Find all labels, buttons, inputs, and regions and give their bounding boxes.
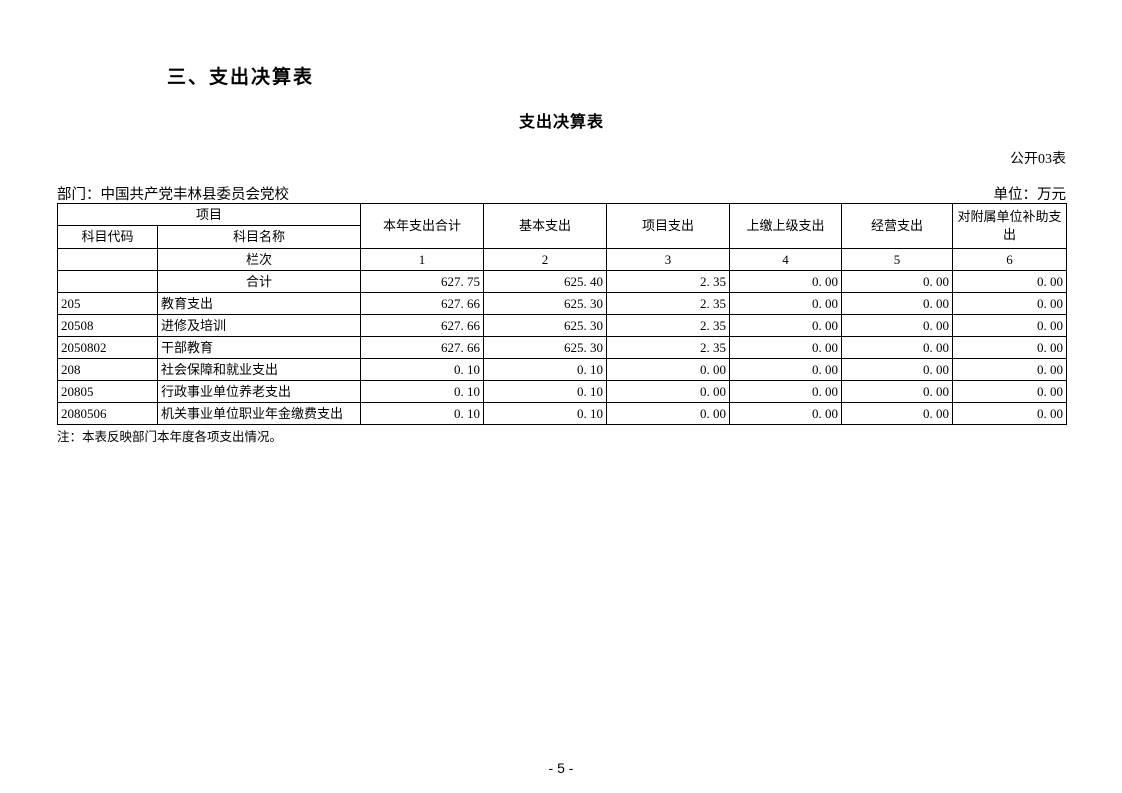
header-row-1: 项目 本年支出合计 基本支出 项目支出 上缴上级支出 经营支出 对附属单位补助支… <box>56 203 1068 249</box>
header-col-subsidy: 对附属单位补助支出 <box>952 203 1068 249</box>
unit-label: 单位：万元 <box>993 187 1067 203</box>
column-number: 1 <box>360 248 485 271</box>
table-row-total: 合计 627. 75 625. 40 2. 35 0. 00 0. 00 0. … <box>57 270 1068 293</box>
column-number: 2 <box>483 248 608 271</box>
value-cell: 0. 00 <box>729 336 843 359</box>
value-cell: 625. 30 <box>483 336 608 359</box>
subject-code: 2080506 <box>57 402 158 425</box>
value-cell: 0. 00 <box>841 402 954 425</box>
value-cell: 2. 35 <box>606 270 731 293</box>
subject-code: 205 <box>57 292 158 315</box>
header-col-basic: 基本支出 <box>483 203 608 249</box>
department-label: 部门：中国共产党丰林县委员会党校 <box>57 187 289 203</box>
subject-code: 2050802 <box>57 336 158 359</box>
value-cell: 625. 40 <box>483 270 608 293</box>
value-cell: 627. 66 <box>360 336 485 359</box>
subject-name: 社会保障和就业支出 <box>156 358 362 381</box>
subject-code: 20508 <box>57 314 158 337</box>
value-cell: 0. 00 <box>841 336 954 359</box>
subject-name: 合计 <box>156 270 362 293</box>
table-row: 208 社会保障和就业支出 0. 10 0. 10 0. 00 0. 00 0.… <box>57 358 1068 381</box>
value-cell: 0. 00 <box>729 358 843 381</box>
column-number: 3 <box>606 248 731 271</box>
header-col-operating: 经营支出 <box>841 203 954 249</box>
value-cell: 625. 30 <box>483 292 608 315</box>
column-number: 4 <box>729 248 843 271</box>
value-cell: 0. 00 <box>841 292 954 315</box>
value-cell: 0. 00 <box>952 380 1068 403</box>
value-cell: 0. 00 <box>729 292 843 315</box>
header-code-label: 科目代码 <box>57 225 158 249</box>
subject-code <box>57 270 158 293</box>
subject-code: 208 <box>57 358 158 381</box>
value-cell: 0. 10 <box>360 380 485 403</box>
value-cell: 0. 00 <box>606 358 731 381</box>
empty-cell <box>57 248 158 271</box>
column-number: 6 <box>952 248 1068 271</box>
header-name-label: 科目名称 <box>156 225 362 249</box>
subject-name: 进修及培训 <box>156 314 362 337</box>
value-cell: 0. 10 <box>483 358 608 381</box>
value-cell: 0. 00 <box>952 314 1068 337</box>
value-cell: 0. 00 <box>729 402 843 425</box>
header-project-group: 项目 <box>56 203 362 226</box>
value-cell: 0. 10 <box>360 358 485 381</box>
value-cell: 0. 00 <box>952 292 1068 315</box>
table-title: 支出决算表 <box>518 114 604 131</box>
table-row: 205 教育支出 627. 66 625. 30 2. 35 0. 00 0. … <box>57 292 1068 315</box>
value-cell: 0. 00 <box>729 314 843 337</box>
table-row: 2080506 机关事业单位职业年金缴费支出 0. 10 0. 10 0. 00… <box>57 402 1068 425</box>
subject-name: 干部教育 <box>156 336 362 359</box>
table-row: 20805 行政事业单位养老支出 0. 10 0. 10 0. 00 0. 00… <box>57 380 1068 403</box>
value-cell: 2. 35 <box>606 292 731 315</box>
header-col-upper: 上缴上级支出 <box>729 203 843 249</box>
column-number-row: 栏次 1 2 3 4 5 6 <box>57 248 1068 271</box>
header-col-total: 本年支出合计 <box>360 203 485 249</box>
value-cell: 0. 00 <box>841 314 954 337</box>
value-cell: 627. 66 <box>360 292 485 315</box>
subject-name: 机关事业单位职业年金缴费支出 <box>156 402 362 425</box>
value-cell: 0. 10 <box>483 402 608 425</box>
value-cell: 0. 00 <box>952 336 1068 359</box>
value-cell: 0. 00 <box>841 358 954 381</box>
value-cell: 0. 00 <box>841 380 954 403</box>
page-number: - 5 - <box>548 760 574 776</box>
value-cell: 0. 00 <box>841 270 954 293</box>
value-cell: 0. 00 <box>729 270 843 293</box>
value-cell: 0. 10 <box>483 380 608 403</box>
value-cell: 2. 35 <box>606 314 731 337</box>
value-cell: 0. 00 <box>952 402 1068 425</box>
value-cell: 0. 00 <box>606 380 731 403</box>
column-number: 5 <box>841 248 954 271</box>
value-cell: 625. 30 <box>483 314 608 337</box>
value-cell: 0. 00 <box>606 402 731 425</box>
table-row: 20508 进修及培训 627. 66 625. 30 2. 35 0. 00 … <box>57 314 1068 337</box>
value-cell: 2. 35 <box>606 336 731 359</box>
value-cell: 0. 00 <box>952 358 1068 381</box>
header-row-2: 科目代码 科目名称 <box>57 225 1067 249</box>
subject-name: 行政事业单位养老支出 <box>156 380 362 403</box>
table-row: 2050802 干部教育 627. 66 625. 30 2. 35 0. 00… <box>57 336 1068 359</box>
value-cell: 0. 00 <box>952 270 1068 293</box>
header-col-project: 项目支出 <box>606 203 731 249</box>
lanci-label: 栏次 <box>156 248 362 271</box>
meta-line: 部门：中国共产党丰林县委员会党校 单位：万元 <box>57 183 1066 204</box>
subject-code: 20805 <box>57 380 158 403</box>
table-footnote: 注：本表反映部门本年度各项支出情况。 <box>57 430 283 444</box>
value-cell: 0. 10 <box>360 402 485 425</box>
expenditure-table: 项目 本年支出合计 基本支出 项目支出 上缴上级支出 经营支出 对附属单位补助支… <box>56 203 1068 425</box>
subject-name: 教育支出 <box>156 292 362 315</box>
value-cell: 0. 00 <box>729 380 843 403</box>
value-cell: 627. 75 <box>360 270 485 293</box>
section-title: 三、支出决算表 <box>167 67 315 88</box>
public-table-code: 公开03表 <box>1010 152 1066 167</box>
value-cell: 627. 66 <box>360 314 485 337</box>
